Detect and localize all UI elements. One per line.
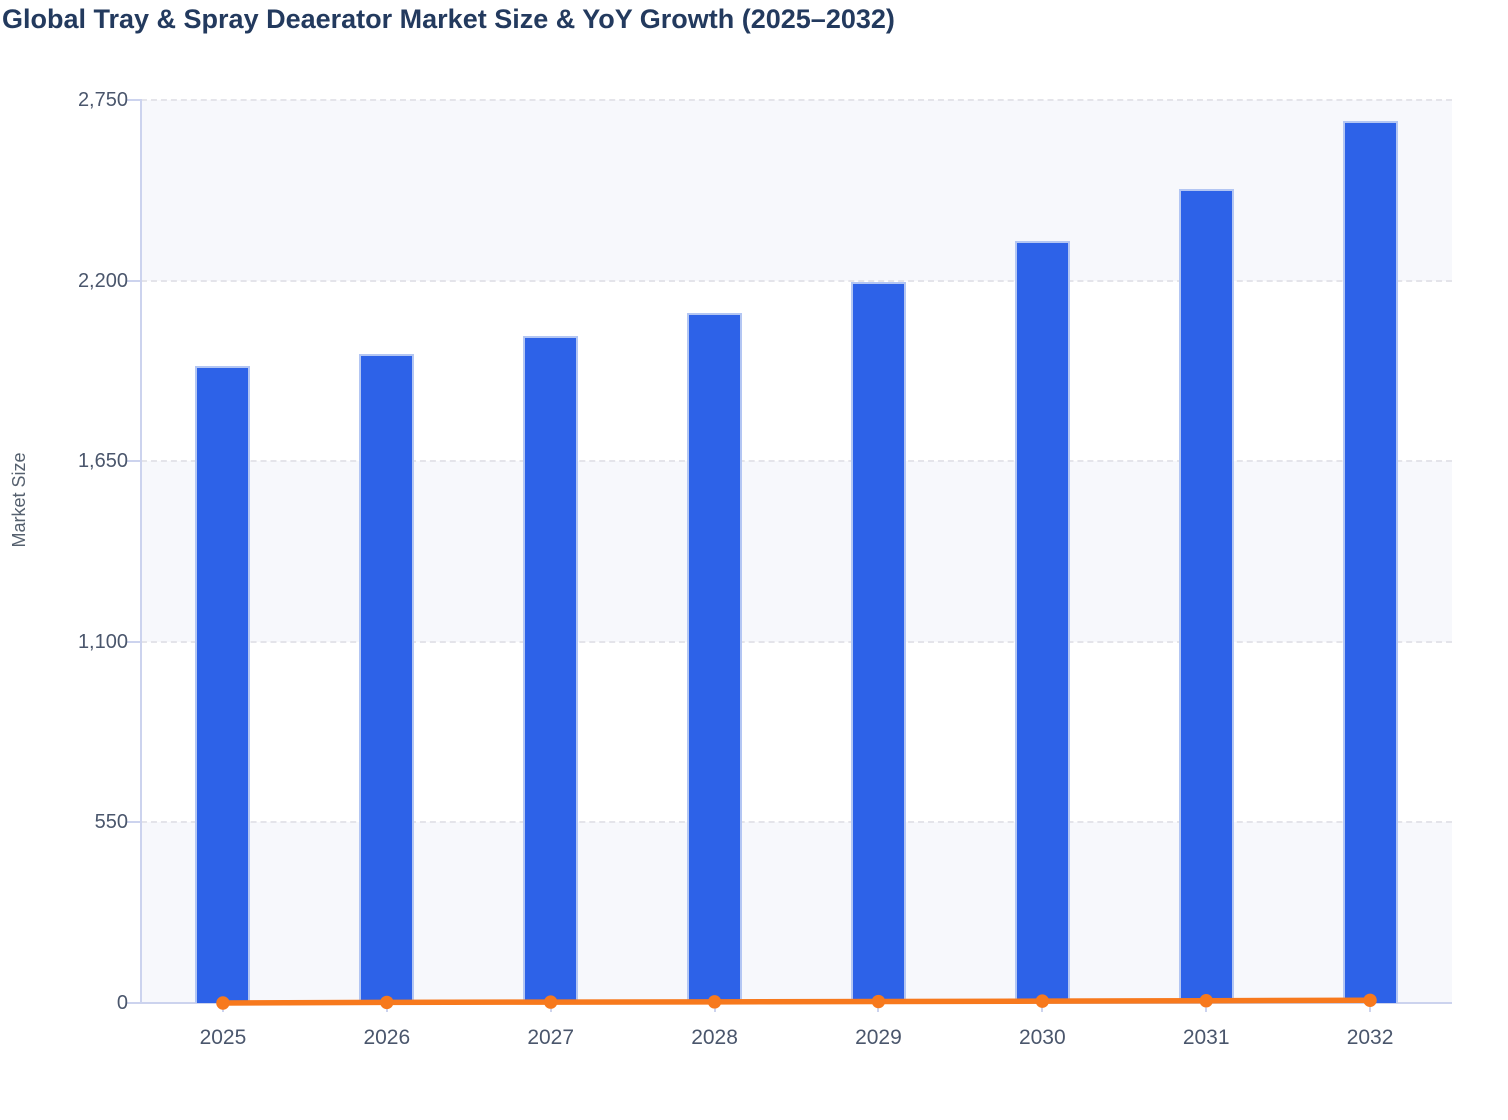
yoy-point-2025[interactable] — [216, 996, 230, 1010]
x-tick-label-2028: 2028 — [691, 1026, 738, 1049]
y-tick-label: 1,100 — [77, 630, 128, 653]
x-tick-label-2030: 2030 — [1018, 1026, 1066, 1049]
y-tick-label: 2,750 — [77, 89, 128, 111]
x-tick-mark — [1369, 1004, 1372, 1012]
yoy-point-2028[interactable] — [707, 995, 722, 1009]
x-tick-label-2031: 2031 — [1182, 1026, 1230, 1049]
y-tick-mark — [127, 279, 142, 282]
yoy-point-2030[interactable] — [1035, 994, 1050, 1008]
y-tick-label: 550 — [94, 811, 128, 834]
x-tick-label-2025: 2025 — [199, 1026, 247, 1049]
gridline — [141, 99, 1452, 101]
bar-2025[interactable] — [195, 365, 251, 1003]
yoy-point-2027[interactable] — [543, 995, 558, 1009]
gridline — [141, 460, 1452, 463]
yoy-growth-line-layer — [216, 993, 1377, 1010]
y-tick-mark — [127, 640, 142, 643]
bar-2031[interactable] — [1178, 188, 1234, 1003]
y-tick-mark — [127, 460, 142, 463]
x-tick-label-2032: 2032 — [1346, 1026, 1394, 1049]
bar-2032[interactable] — [1342, 121, 1398, 1003]
y-tick-label: 2,200 — [77, 269, 128, 292]
chart-title: Global Tray & Spray Deaerator Market Siz… — [2, 4, 895, 34]
gridline — [141, 279, 1452, 282]
y-tick-label: 1,650 — [77, 450, 128, 473]
bar-2027[interactable] — [523, 336, 579, 1003]
yoy-point-2032[interactable] — [1363, 993, 1377, 1007]
x-tick-mark — [1205, 1004, 1208, 1012]
gridline — [141, 821, 1452, 824]
x-tick-mark — [1041, 1004, 1044, 1012]
y-tick-mark — [127, 821, 142, 824]
yoy-point-2031[interactable] — [1199, 994, 1213, 1008]
bar-2026[interactable] — [359, 354, 415, 1003]
yoy-growth-line[interactable] — [220, 997, 1373, 1006]
bar-2029[interactable] — [850, 282, 906, 1003]
x-tick-label-2026: 2026 — [363, 1026, 411, 1049]
y-tick-label: 0 — [116, 992, 128, 1014]
y-axis-line — [140, 100, 142, 1003]
x-tick-label-2029: 2029 — [855, 1026, 902, 1049]
yoy-point-2026[interactable] — [380, 995, 394, 1010]
bar-2028[interactable] — [687, 313, 743, 1003]
gridline — [141, 640, 1452, 643]
bar-2030[interactable] — [1014, 241, 1070, 1003]
yoy-point-2029[interactable] — [871, 994, 886, 1009]
y-tick-mark — [127, 1002, 142, 1004]
x-tick-label-2027: 2027 — [527, 1026, 575, 1049]
y-axis-title: Market Size — [9, 452, 29, 548]
y-tick-mark — [127, 99, 142, 101]
